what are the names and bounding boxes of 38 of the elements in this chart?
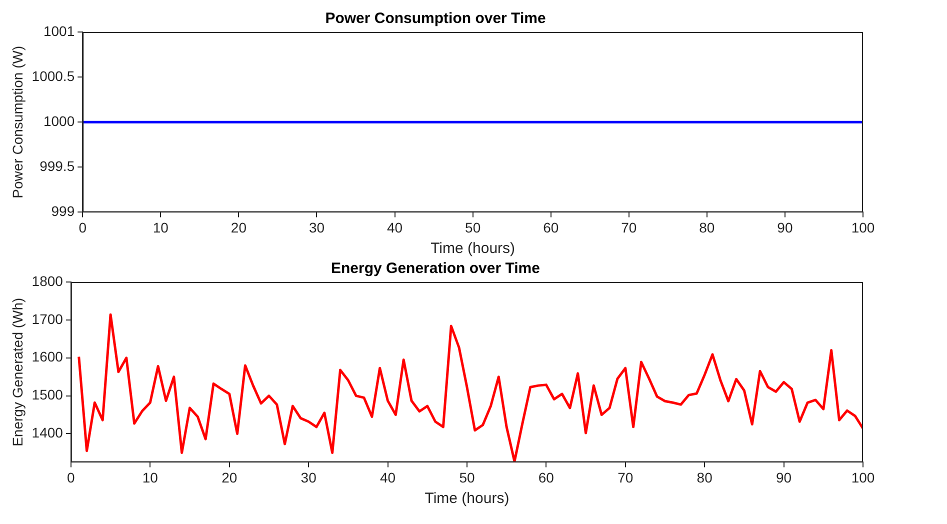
y-tick-label: 1800 xyxy=(32,272,64,289)
x-tick-label: 10 xyxy=(142,469,158,486)
x-tick-label: 0 xyxy=(67,469,76,486)
x-tick-label: 40 xyxy=(386,219,403,236)
x-tick-label: 60 xyxy=(538,469,554,486)
x-axis-title: Time (hours) xyxy=(424,490,510,508)
x-tick-label: 90 xyxy=(777,219,793,236)
x-tick-label: 80 xyxy=(699,219,715,236)
x-tick-label: 100 xyxy=(851,219,875,236)
x-tick-label: 0 xyxy=(78,219,87,236)
x-tick-label: 90 xyxy=(776,469,792,486)
y-tick-label: 1500 xyxy=(32,386,64,403)
x-tick-label: 30 xyxy=(308,219,325,236)
y-tick-label: 999 xyxy=(51,203,75,220)
x-tick-label: 80 xyxy=(696,469,713,486)
x-tick-label: 70 xyxy=(621,219,637,236)
x-tick-label: 30 xyxy=(300,469,317,486)
y-tick-label: 1700 xyxy=(32,310,64,327)
chart-title: Power Consumption over Time xyxy=(325,10,546,28)
y-tick-label: 999.5 xyxy=(40,158,75,174)
x-tick-label: 40 xyxy=(380,469,396,486)
x-tick-label: 100 xyxy=(851,469,875,486)
x-tick-label: 20 xyxy=(230,219,247,236)
y-tick-label: 1400 xyxy=(32,424,64,441)
x-tick-label: 60 xyxy=(543,219,559,236)
x-tick-label: 50 xyxy=(459,469,475,486)
y-tick-label: 1000.5 xyxy=(32,68,75,84)
x-tick-label: 50 xyxy=(465,219,481,236)
x-tick-label: 70 xyxy=(618,469,634,486)
y-axis-title: Power Consumption (W) xyxy=(9,46,26,198)
chart-title: Energy Generation over Time xyxy=(331,260,540,278)
y-axis-title: Energy Generated (Wh) xyxy=(9,298,26,446)
y-tick-label: 1000 xyxy=(43,112,75,129)
x-axis-title: Time (hours) xyxy=(430,240,516,258)
x-tick-label: 10 xyxy=(152,219,169,236)
x-tick-label: 20 xyxy=(222,469,238,486)
y-tick-label: 1001 xyxy=(43,22,75,39)
y-tick-label: 1600 xyxy=(32,348,64,365)
